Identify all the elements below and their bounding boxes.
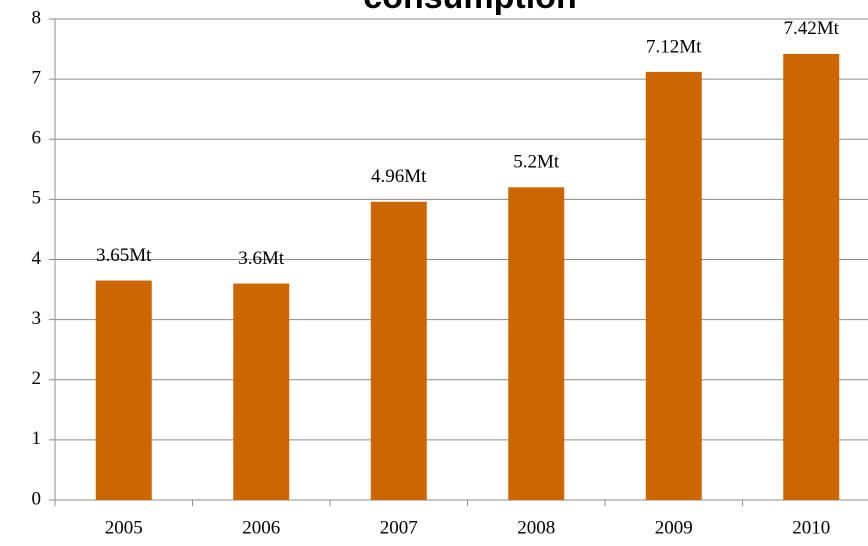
chart-title: consumption xyxy=(363,0,576,16)
y-tick-label: 0 xyxy=(32,488,42,509)
y-tick-label: 6 xyxy=(32,128,42,149)
x-tick-label: 2005 xyxy=(105,517,143,538)
value-label: 4.96Mt xyxy=(371,166,427,187)
x-tick-label: 2009 xyxy=(655,517,693,538)
y-tick-label: 7 xyxy=(32,67,42,88)
y-tick-label: 8 xyxy=(32,7,42,28)
x-tick-label: 2007 xyxy=(380,517,418,538)
y-tick-label: 4 xyxy=(32,248,42,269)
bar xyxy=(233,283,290,500)
y-tick-label: 3 xyxy=(32,308,42,329)
y-tick-label: 2 xyxy=(32,368,42,389)
bar xyxy=(783,53,840,501)
x-tick-label: 2010 xyxy=(792,517,830,538)
value-label: 7.42Mt xyxy=(784,18,840,39)
y-tick-label: 5 xyxy=(32,188,42,209)
value-label: 3.6Mt xyxy=(238,248,285,269)
x-tick-label: 2008 xyxy=(517,517,555,538)
value-label: 3.65Mt xyxy=(96,245,152,266)
value-label: 5.2Mt xyxy=(513,152,560,173)
value-label: 7.12Mt xyxy=(646,36,702,57)
bar xyxy=(508,187,565,500)
bar xyxy=(370,201,427,500)
x-tick-label: 2006 xyxy=(242,517,280,538)
bar xyxy=(95,280,152,500)
y-tick-label: 1 xyxy=(32,428,42,449)
bar xyxy=(645,71,702,500)
